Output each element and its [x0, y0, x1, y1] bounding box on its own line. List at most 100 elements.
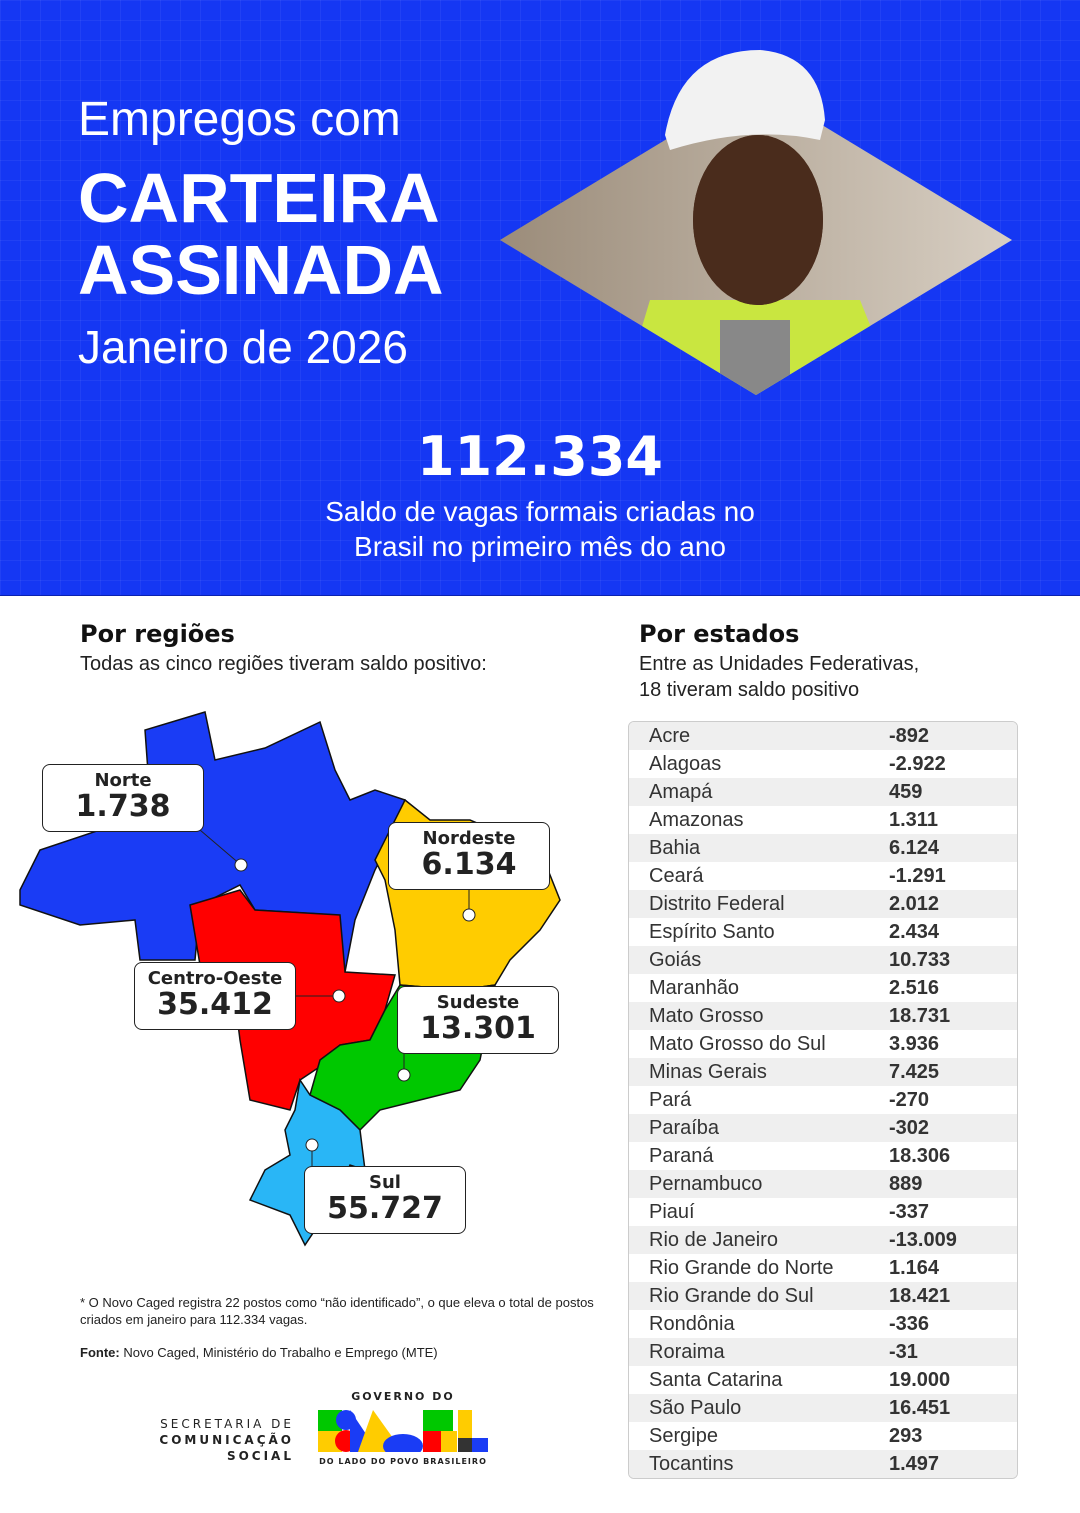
state-name: Amazonas: [649, 808, 744, 831]
table-row: Espírito Santo 2.434: [629, 918, 1017, 946]
state-name: Bahia: [649, 836, 701, 859]
state-value: 1.164: [889, 1256, 940, 1279]
state-value: 10.733: [889, 948, 951, 971]
state-value: -2.922: [889, 752, 946, 775]
state-name: Distrito Federal: [649, 892, 785, 915]
table-row: Santa Catarina 19.000: [629, 1366, 1017, 1394]
state-value: -270: [889, 1088, 930, 1111]
label-norte: Norte 1.738: [42, 764, 204, 832]
table-row: Ceará -1.291: [629, 862, 1017, 890]
state-name: Pará: [649, 1088, 692, 1111]
table-row: Rio Grande do Sul 18.421: [629, 1282, 1017, 1310]
table-row: Minas Gerais 7.425: [629, 1058, 1017, 1086]
state-value: -1.291: [889, 864, 946, 887]
states-subtitle-1: Entre as Unidades Federativas,: [639, 653, 920, 675]
state-name: Paraíba: [649, 1116, 720, 1139]
state-value: 16.451: [889, 1396, 951, 1419]
state-value: 2.516: [889, 976, 940, 999]
title-line3: ASSINADA: [78, 231, 444, 309]
table-row: Goiás 10.733: [629, 946, 1017, 974]
state-name: Mato Grosso: [649, 1004, 764, 1027]
table-row: Acre -892: [629, 722, 1017, 750]
table-row: Tocantins 1.497: [629, 1450, 1017, 1478]
table-row: Amapá 459: [629, 778, 1017, 806]
title-line2: CARTEIRA: [78, 159, 440, 237]
gov-top: GOVERNO DO: [351, 1390, 455, 1403]
table-row: Alagoas -2.922: [629, 750, 1017, 778]
label-centro-oeste: Centro-Oeste 35.412: [134, 962, 296, 1030]
label-nordeste: Nordeste 6.134: [388, 822, 550, 890]
label-sul: Sul 55.727: [304, 1166, 466, 1234]
state-value: -302: [889, 1116, 930, 1139]
table-row: Mato Grosso do Sul 3.936: [629, 1030, 1017, 1058]
table-row: Pará -270: [629, 1086, 1017, 1114]
label-sudeste: Sudeste 13.301: [397, 986, 559, 1054]
state-name: Rondônia: [649, 1312, 735, 1335]
state-value: 2.012: [889, 892, 940, 915]
desc-line2: Brasil no primeiro mês do ano: [354, 531, 726, 562]
state-name: Rio Grande do Norte: [649, 1256, 834, 1279]
table-row: Rio Grande do Norte 1.164: [629, 1254, 1017, 1282]
state-name: Santa Catarina: [649, 1368, 783, 1391]
regions-subtitle: Todas as cinco regiões tiveram saldo pos…: [80, 653, 487, 675]
gov-bottom: DO LADO DO POVO BRASILEIRO: [319, 1457, 487, 1466]
worker-photo: [500, 50, 1012, 395]
state-value: 6.124: [889, 836, 940, 859]
state-value: 2.434: [889, 920, 940, 943]
title-main: CARTEIRA ASSINADA: [78, 162, 444, 306]
state-name: Piauí: [649, 1200, 695, 1223]
state-name: Alagoas: [649, 752, 722, 775]
secom-logo: SECRETARIA DE COMUNICAÇÃO SOCIAL: [110, 1416, 294, 1464]
region-name: Sul: [369, 1172, 401, 1193]
state-name: Rio de Janeiro: [649, 1228, 778, 1251]
state-value: -13.009: [889, 1228, 957, 1251]
table-row: São Paulo 16.451: [629, 1394, 1017, 1422]
region-name: Centro-Oeste: [147, 968, 283, 989]
state-name: Ceará: [649, 864, 704, 887]
table-row: Rondônia -336: [629, 1310, 1017, 1338]
region-name: Norte: [94, 770, 152, 791]
state-value: -892: [889, 724, 930, 747]
state-name: Pernambuco: [649, 1172, 763, 1195]
state-name: Roraima: [649, 1340, 725, 1363]
table-row: Bahia 6.124: [629, 834, 1017, 862]
table-row: Mato Grosso 18.731: [629, 1002, 1017, 1030]
state-value: 1.311: [889, 808, 938, 831]
region-value: 1.738: [75, 789, 171, 824]
footnote: * O Novo Caged registra 22 postos como “…: [80, 1295, 594, 1327]
regions-title: Por regiões: [80, 620, 235, 648]
region-value: 6.134: [421, 847, 517, 882]
states-subtitle-2: 18 tiveram saldo positivo: [639, 679, 860, 701]
state-value: -31: [889, 1340, 918, 1363]
table-row: Roraima -31: [629, 1338, 1017, 1366]
state-value: 293: [889, 1424, 923, 1447]
state-name: Amapá: [649, 780, 713, 803]
state-value: 7.425: [889, 1060, 940, 1083]
region-name: Nordeste: [422, 828, 516, 849]
states-table: Acre -892 Alagoas -2.922 Amapá 459 Amazonas 1.3…: [628, 721, 1018, 1479]
state-value: -337: [889, 1200, 930, 1223]
state-value: 18.731: [889, 1004, 951, 1027]
table-row: Amazonas 1.311: [629, 806, 1017, 834]
region-value: 13.301: [420, 1011, 536, 1046]
state-value: 1.497: [889, 1452, 940, 1475]
state-name: São Paulo: [649, 1396, 742, 1419]
hero-banner: Empregos com CARTEIRA ASSINADA Janeiro de…: [0, 0, 1080, 596]
region-name: Sudeste: [436, 992, 520, 1013]
states-title: Por estados: [639, 620, 800, 648]
table-row: Paraíba -302: [629, 1114, 1017, 1142]
period: Janeiro de 2026: [78, 321, 408, 373]
region-value: 35.412: [157, 987, 273, 1022]
table-row: Pernambuco 889: [629, 1170, 1017, 1198]
state-name: Maranhão: [649, 976, 740, 999]
state-name: Acre: [649, 724, 691, 747]
states-subtitle: Entre as Unidades Federativas, 18 tiveram…: [639, 651, 919, 703]
state-value: 18.306: [889, 1144, 951, 1167]
title-line1: Empregos com: [78, 93, 401, 146]
region-value: 55.727: [327, 1191, 443, 1226]
state-value: -336: [889, 1312, 930, 1335]
table-row: Distrito Federal 2.012: [629, 890, 1017, 918]
source: Fonte: Novo Caged, Ministério do Trabalh…: [80, 1345, 438, 1360]
state-name: Minas Gerais: [649, 1060, 767, 1083]
secom-line1: SECRETARIA DE: [160, 1417, 294, 1431]
